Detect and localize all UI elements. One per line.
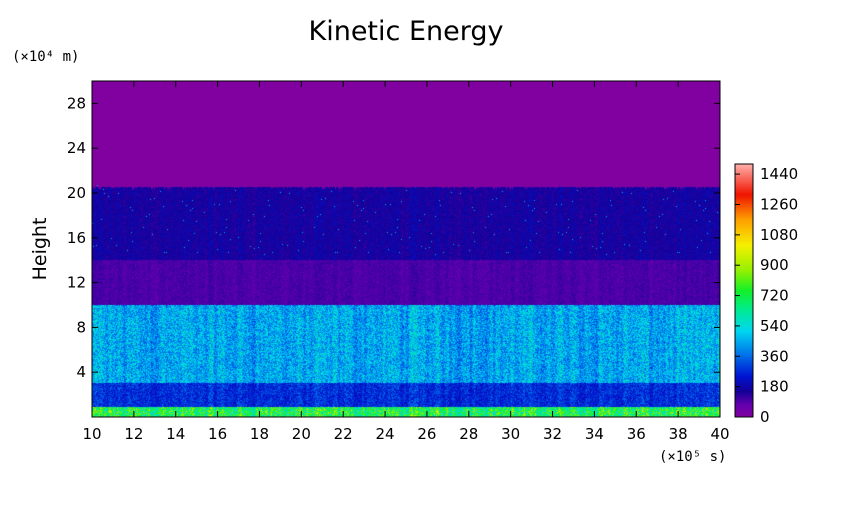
x-tick-label: 40 xyxy=(710,425,729,443)
colorbar-tick-label: 540 xyxy=(760,317,789,335)
x-tick-label: 14 xyxy=(166,425,185,443)
colorbar-tick-label: 0 xyxy=(760,408,770,426)
colorbar-tick-label: 360 xyxy=(760,347,789,365)
y-unit-label: (×10⁴ m) xyxy=(12,49,79,65)
colorbar-tick-label: 1440 xyxy=(760,165,798,183)
plot-area xyxy=(91,80,721,418)
x-tick-label: 10 xyxy=(82,425,101,443)
y-tick-label: 4 xyxy=(76,363,86,381)
heatmap-image xyxy=(92,81,720,417)
x-tick-label: 32 xyxy=(543,425,562,443)
x-tick-label: 16 xyxy=(208,425,227,443)
colorbar-tick-label: 900 xyxy=(760,256,789,274)
x-axis: 10 12 14 16 18 20 22 24 26 28 30 32 34 36 38 40 xyxy=(82,81,730,443)
y-tick-label: 12 xyxy=(67,274,86,292)
colorbar-frame xyxy=(734,163,754,418)
x-tick-label: 24 xyxy=(376,425,395,443)
colorbar: 0 180 360 540 720 900 1080 1260 1440 xyxy=(734,163,798,426)
x-tick-label: 12 xyxy=(124,425,143,443)
x-tick-label: 22 xyxy=(334,425,353,443)
y-tick-label: 16 xyxy=(67,229,86,247)
x-tick-label: 20 xyxy=(292,425,311,443)
x-tick-label: 28 xyxy=(459,425,478,443)
colorbar-tick-label: 180 xyxy=(760,378,789,396)
y-tick-label: 24 xyxy=(67,139,86,157)
colorbar-tick-label: 1260 xyxy=(760,195,798,213)
x-tick-label: 18 xyxy=(250,425,269,443)
y-tick-label: 8 xyxy=(76,318,86,336)
x-tick-label: 30 xyxy=(501,425,520,443)
x-tick-label: 38 xyxy=(669,425,688,443)
y-axis-label: Height xyxy=(29,218,51,281)
colorbar-tick-label: 1080 xyxy=(760,226,798,244)
y-axis: 4 8 12 16 20 24 28 xyxy=(67,94,720,381)
colorbar-ticks: 0 180 360 540 720 900 1080 1260 1440 xyxy=(735,165,798,426)
y-tick-label: 20 xyxy=(67,184,86,202)
plot-frame xyxy=(91,80,721,418)
y-tick-label: 28 xyxy=(67,94,86,112)
x-tick-label: 34 xyxy=(585,425,604,443)
x-tick-label: 26 xyxy=(417,425,436,443)
colorbar-tick-label: 720 xyxy=(760,287,789,305)
chart-title: Kinetic Energy xyxy=(309,16,504,47)
x-unit-label: (×10⁵ s) xyxy=(659,449,726,465)
x-tick-label: 36 xyxy=(627,425,646,443)
colorbar-gradient xyxy=(735,164,753,417)
